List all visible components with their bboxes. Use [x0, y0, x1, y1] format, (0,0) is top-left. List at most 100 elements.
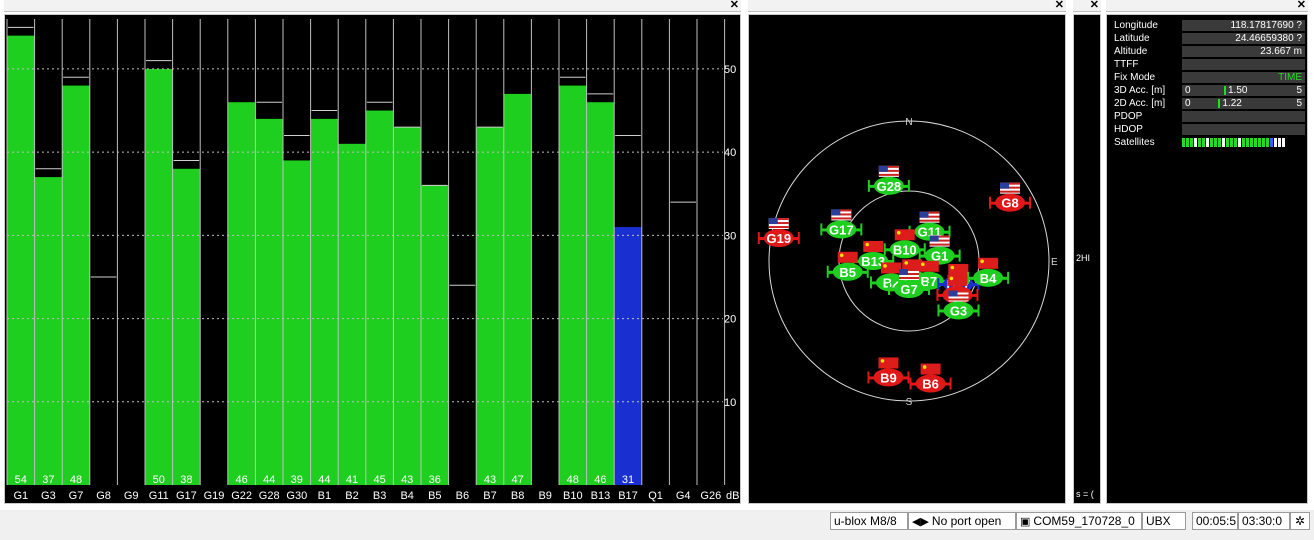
satellite-arm-end	[928, 283, 930, 295]
satellite-body	[873, 176, 904, 195]
signal-bar-B8	[503, 93, 532, 486]
satellite-indicator	[1254, 138, 1257, 147]
navigation-info-pane: Longitude 118.17817690 ? Latitude 24.466593…	[1106, 14, 1308, 504]
flag-stripe	[1000, 182, 1021, 185]
satellite-indicator	[1190, 138, 1193, 147]
flag-stripe	[929, 243, 950, 246]
satellite-arm-end	[937, 304, 940, 317]
satellite-arm-end	[948, 225, 951, 238]
satellite-body	[943, 301, 974, 320]
close-icon[interactable]: ✕	[729, 0, 739, 11]
value-label-G1: 54	[15, 474, 27, 486]
info-satellites-label: Satellites	[1114, 137, 1155, 148]
satellite-indicator	[1278, 138, 1281, 147]
satellite-arm-end	[907, 371, 910, 384]
signal-bar-B13	[586, 102, 615, 485]
close-icon[interactable]: ✕	[1054, 0, 1064, 11]
flag-star	[950, 265, 955, 270]
port-label: No port open	[931, 514, 1002, 528]
flag-star	[949, 276, 954, 281]
satellite-G3: G3	[937, 290, 980, 320]
value-label-B17: 31	[622, 474, 634, 486]
signal-bar-B2	[338, 143, 366, 486]
satellite-label: B4	[980, 271, 997, 286]
cn-flag-icon	[920, 363, 941, 375]
info-2d-accuracy-reading: 1.22	[1222, 98, 1242, 109]
satellite-indicator	[1234, 138, 1237, 147]
cn-flag-icon	[902, 259, 923, 271]
info-altitude-value: 23.667 m	[1182, 46, 1305, 57]
satellite-indicator	[1274, 138, 1277, 147]
flag-star	[896, 231, 901, 235]
satellite-body	[973, 268, 1004, 287]
info-fix-mode-value: TIME	[1182, 72, 1305, 83]
satellite-label: G17	[829, 222, 854, 237]
satellite-indicator	[1282, 138, 1285, 147]
satellite-body	[915, 374, 946, 393]
signal-bar-G11	[145, 68, 173, 485]
satellite-label: B13	[861, 254, 885, 269]
signal-bar-G1	[7, 35, 35, 486]
elapsed-time: 00:05:5	[1192, 512, 1238, 530]
flag-stripe	[878, 165, 899, 168]
close-icon[interactable]: ✕	[1296, 0, 1306, 11]
category-label-B9: B9	[538, 490, 551, 502]
port-status[interactable]: ◀▶ No port open	[908, 512, 1016, 530]
info-2d-accuracy-max: 5	[1296, 98, 1302, 109]
compass-south: S	[906, 397, 913, 408]
satellite-arm-end	[958, 249, 961, 262]
close-icon[interactable]: ✕	[1089, 0, 1099, 11]
value-label-B4: 43	[401, 474, 413, 486]
info-2d-accuracy-indicator	[1218, 99, 1221, 108]
flag-stripe	[768, 222, 789, 225]
satellite-body	[873, 368, 904, 387]
signal-bar-G3	[34, 177, 63, 485]
info-3d-accuracy-min: 0	[1185, 85, 1191, 96]
satellite-arm-end	[949, 377, 952, 390]
category-label-B5: B5	[428, 490, 441, 502]
flag-star	[980, 259, 984, 264]
info-fix-mode: Fix Mode TIME	[1113, 71, 1305, 84]
category-label-G22: G22	[231, 490, 252, 502]
satellite-label: G7	[900, 282, 917, 297]
category-label-B4: B4	[400, 490, 413, 502]
flag-stripe	[878, 173, 899, 176]
flag-stripe	[948, 290, 969, 293]
flag-stripe	[929, 239, 950, 242]
info-pdop: PDOP	[1113, 110, 1305, 123]
satellite-body	[832, 262, 863, 281]
category-label-B2: B2	[345, 490, 358, 502]
cn-flag-icon	[878, 357, 899, 369]
flag-star	[920, 262, 925, 267]
signal-bar-B10	[559, 85, 587, 486]
sky-view-pane: NESG28G8G11G17B10G1G19B13B5B2B3B7B17B4Q1…	[748, 14, 1066, 504]
value-label-G22: 46	[235, 474, 247, 486]
value-label-B13: 46	[594, 474, 606, 486]
info-3d-accuracy: 3D Acc. [m] 0 1.50 5	[1113, 84, 1305, 97]
satellite-indicator	[1206, 138, 1209, 147]
signal-bar-B3	[365, 110, 394, 486]
info-fix-mode-label: Fix Mode	[1114, 72, 1156, 83]
satellite-G19: G19	[757, 218, 800, 248]
status-bar: u-blox M8/8 ◀▶ No port open ▣ COM59_170728…	[0, 510, 1314, 540]
info-2d-accuracy: 2D Acc. [m] 0 1.22 5	[1113, 97, 1305, 110]
satellite-arm-end	[923, 243, 926, 256]
value-label-B10: 48	[567, 474, 579, 486]
flag-stripe	[878, 169, 899, 172]
category-label-G7: G7	[69, 490, 84, 502]
category-label-G9: G9	[124, 490, 139, 502]
satellite-count-strip	[1182, 138, 1285, 147]
satellite-body	[894, 280, 924, 298]
logfile-status[interactable]: ▣ COM59_170728_0	[1016, 512, 1142, 530]
cn-flag-icon	[978, 257, 999, 269]
satellite-G1: G1	[918, 235, 961, 265]
info-pdop-value	[1182, 111, 1305, 122]
cn-flag-icon	[948, 264, 969, 276]
gear-button[interactable]: ✲	[1290, 512, 1310, 530]
info-satellites-value	[1182, 137, 1305, 148]
category-label-G8: G8	[96, 490, 111, 502]
satellite-G28: G28	[867, 165, 910, 195]
satellite-indicator	[1194, 138, 1197, 147]
satellite-arm-end	[967, 271, 970, 284]
flag-stripe	[948, 298, 969, 301]
